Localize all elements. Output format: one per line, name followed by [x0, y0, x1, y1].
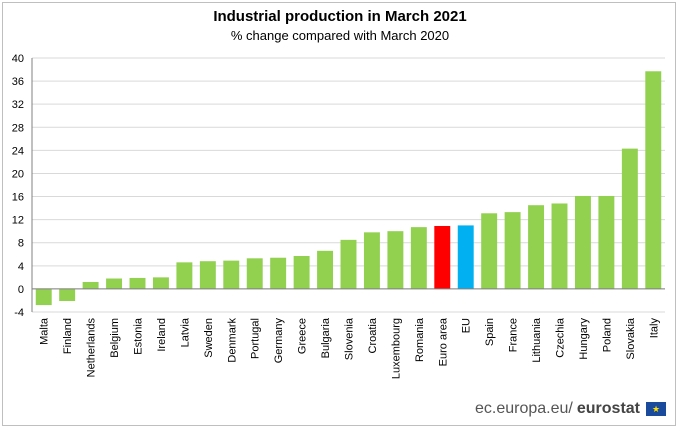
y-tick-label: 8: [18, 238, 24, 250]
bar: [293, 256, 310, 289]
bar: [270, 257, 287, 289]
bar: [551, 203, 568, 289]
bar: [152, 277, 169, 289]
bar: [481, 213, 498, 289]
x-tick-label: Hungary: [578, 318, 590, 360]
bar: [528, 205, 545, 289]
x-tick-label: Spain: [484, 318, 496, 346]
y-tick-label: -4: [14, 307, 24, 319]
bar: [317, 250, 334, 289]
bar: [35, 288, 52, 306]
y-tick-label: 16: [12, 192, 24, 204]
x-tick-label: Netherlands: [86, 318, 98, 378]
footer: ec.europa.eu/eurostat ★: [475, 400, 666, 418]
y-tick-label: 4: [18, 261, 24, 273]
x-tick-label: Slovenia: [344, 317, 356, 360]
x-tick-label: Sweden: [203, 318, 215, 358]
y-tick-label: 40: [12, 53, 24, 65]
y-tick-label: 36: [12, 76, 24, 88]
x-tick-label: Belgium: [109, 318, 121, 358]
bar: [434, 225, 451, 289]
bar: [199, 261, 216, 289]
x-tick-label: Denmark: [226, 318, 238, 363]
bar: [340, 239, 357, 289]
footer-site: ec.europa.eu/: [475, 400, 573, 417]
bar: [387, 231, 404, 289]
bar: [574, 195, 591, 289]
x-tick-label: Ireland: [156, 318, 168, 352]
x-tick-label: Lithuania: [531, 317, 543, 363]
bar: [106, 278, 123, 289]
bar: [246, 258, 263, 289]
x-tick-label: EU: [461, 318, 473, 333]
chart-subtitle: % change compared with March 2020: [230, 28, 450, 43]
bar: [176, 262, 193, 289]
bar: [504, 212, 521, 289]
x-tick-label: Euro area: [437, 317, 449, 366]
x-tick-label: Romania: [414, 317, 426, 362]
x-tick-label: Malta: [39, 317, 51, 345]
eu-flag-icon: ★: [646, 402, 666, 416]
x-tick-label: Finland: [62, 318, 74, 354]
bar: [129, 277, 146, 289]
x-tick-label: Luxembourg: [390, 318, 402, 379]
bar: [598, 195, 615, 289]
bar: [223, 260, 240, 289]
y-tick-label: 12: [12, 215, 24, 227]
bar: [621, 148, 638, 289]
y-tick-label: 0: [18, 284, 24, 296]
x-tick-label: Latvia: [179, 317, 191, 347]
x-tick-label: Greece: [297, 318, 309, 354]
bar: [645, 71, 662, 289]
y-tick-label: 24: [12, 145, 24, 157]
bar: [363, 232, 380, 289]
x-tick-label: Estonia: [133, 317, 145, 355]
x-tick-label: Portugal: [250, 318, 262, 359]
x-tick-label: Poland: [601, 318, 613, 352]
x-tick-label: Italy: [648, 318, 660, 339]
x-tick-label: Slovakia: [625, 317, 637, 359]
footer-brand: eurostat: [576, 400, 640, 417]
x-tick-label: Croatia: [367, 317, 379, 353]
bar: [59, 288, 76, 302]
y-tick-label: 32: [12, 99, 24, 111]
x-tick-label: Czechia: [555, 317, 567, 358]
x-tick-label: Germany: [273, 318, 285, 364]
y-tick-label: 20: [12, 168, 24, 180]
x-tick-label: Bulgaria: [320, 317, 332, 358]
x-tick-label: France: [508, 318, 520, 352]
y-tick-label: 28: [12, 122, 24, 134]
bar: [82, 281, 99, 289]
bar: [410, 227, 427, 289]
chart-title: Industrial production in March 2021: [213, 8, 467, 25]
bar: [457, 225, 474, 289]
